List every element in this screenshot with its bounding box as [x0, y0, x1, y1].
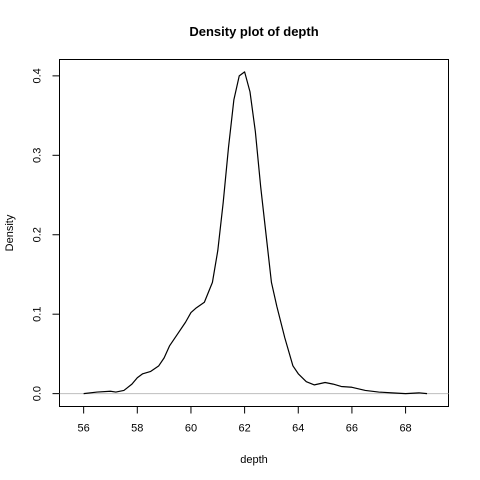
x-tick-label: 60 — [185, 423, 197, 435]
y-tick-label: 0.0 — [32, 386, 44, 401]
x-tick-label: 64 — [292, 423, 304, 435]
x-axis: 56 58 60 62 64 66 68 — [78, 406, 412, 435]
y-axis-label: Density — [4, 214, 16, 251]
y-tick-label: 0.3 — [32, 148, 44, 163]
y-tick-label: 0.2 — [32, 227, 44, 242]
x-tick-label: 62 — [238, 423, 250, 435]
x-tick-label: 56 — [78, 423, 90, 435]
y-tick-label: 0.4 — [32, 68, 44, 83]
density-curve — [83, 71, 428, 395]
x-tick-label: 68 — [399, 423, 411, 435]
chart-title: Density plot of depth — [189, 24, 318, 39]
y-tick-label: 0.1 — [32, 307, 44, 322]
x-tick-label: 66 — [346, 423, 358, 435]
y-axis: 0.0 0.1 0.2 0.3 0.4 — [32, 68, 60, 401]
x-tick-label: 58 — [131, 423, 143, 435]
x-axis-label: depth — [240, 454, 268, 466]
